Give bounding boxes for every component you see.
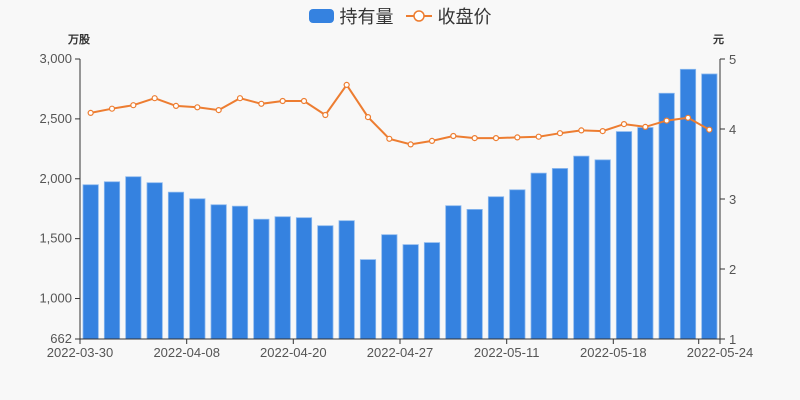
bar[interactable]	[381, 234, 398, 340]
left-axis-tick-label: 2,000	[39, 171, 72, 186]
close-price-point[interactable]	[471, 135, 478, 142]
bar[interactable]	[445, 205, 462, 340]
close-price-point[interactable]	[535, 133, 542, 140]
x-axis-tick-label: 2022-04-08	[153, 345, 220, 360]
close-price-point[interactable]	[514, 134, 521, 141]
bar[interactable]	[253, 218, 270, 340]
bar[interactable]	[82, 184, 99, 340]
close-price-point[interactable]	[556, 130, 564, 137]
bar[interactable]	[573, 155, 590, 340]
bar[interactable]	[338, 220, 355, 340]
bar[interactable]	[402, 244, 419, 340]
close-price-point[interactable]	[130, 102, 137, 109]
close-price-point[interactable]	[364, 113, 372, 121]
x-axis-tick-label: 2022-05-18	[580, 345, 647, 360]
bar[interactable]	[103, 181, 121, 340]
left-axis-tick-label: 2,500	[39, 111, 72, 126]
close-price-point[interactable]	[300, 97, 308, 105]
close-price-point[interactable]	[258, 100, 265, 107]
right-axis-tick-label: 1	[729, 332, 736, 347]
close-price-point[interactable]	[236, 95, 244, 102]
legend-item-close-price[interactable]: 收盘价	[405, 3, 492, 29]
bar[interactable]	[210, 204, 227, 340]
close-price-point[interactable]	[450, 132, 457, 140]
right-axis-tick-label: 2	[729, 262, 736, 277]
bar[interactable]	[637, 127, 654, 340]
close-price-point[interactable]	[108, 105, 116, 112]
bar[interactable]	[189, 198, 206, 340]
left-axis-tick-label: 3,000	[39, 51, 72, 66]
bar[interactable]	[466, 209, 483, 340]
right-axis-tick-label: 3	[729, 192, 736, 207]
bar[interactable]	[295, 217, 313, 340]
right-axis-tick-label: 4	[729, 122, 736, 137]
bar[interactable]	[551, 168, 569, 340]
close-price-point[interactable]	[407, 141, 414, 148]
close-price-point[interactable]	[492, 135, 500, 142]
close-price-point[interactable]	[578, 127, 585, 134]
bar[interactable]	[231, 205, 249, 340]
bar[interactable]	[359, 259, 377, 340]
close-price-point[interactable]	[215, 106, 222, 114]
bar[interactable]	[658, 92, 675, 340]
bar[interactable]	[423, 242, 441, 340]
bar[interactable]	[146, 182, 163, 340]
close-price-point[interactable]	[599, 128, 606, 135]
close-price-line	[90, 83, 710, 146]
left-axis-tick-label: 662	[50, 331, 72, 346]
close-price-point[interactable]	[343, 81, 350, 89]
left-axis-unit: 万股	[68, 34, 90, 46]
left-axis-tick-label: 1,000	[39, 291, 72, 306]
close-price-point[interactable]	[663, 117, 670, 124]
close-price-point[interactable]	[172, 102, 180, 110]
bar[interactable]	[679, 68, 697, 340]
x-axis-tick-label: 2022-05-24	[687, 345, 754, 360]
close-price-point[interactable]	[194, 104, 201, 111]
close-price-point[interactable]	[684, 114, 692, 121]
close-price-point[interactable]	[322, 111, 329, 119]
bar[interactable]	[274, 216, 291, 340]
bar-swatch-icon	[308, 9, 334, 23]
x-axis-tick-label: 2022-04-20	[260, 345, 327, 360]
bar[interactable]	[530, 172, 547, 340]
close-price-point[interactable]	[386, 135, 393, 142]
x-axis-tick-label: 2022-04-27	[367, 345, 434, 360]
legend-label-holdings: 持有量	[339, 7, 394, 27]
bar[interactable]	[125, 176, 142, 340]
close-price-point[interactable]	[279, 97, 286, 105]
legend-item-holdings[interactable]: 持有量	[308, 3, 394, 29]
bar[interactable]	[317, 225, 334, 340]
right-axis-tick-label: 5	[729, 52, 736, 67]
legend-label-close-price: 收盘价	[437, 7, 492, 27]
chart-legend: 持有量 收盘价	[0, 3, 800, 29]
right-axis-unit: 元	[713, 34, 724, 46]
bar[interactable]	[594, 159, 611, 340]
bar[interactable]	[615, 131, 633, 340]
bar[interactable]	[487, 196, 505, 340]
line-swatch-icon	[405, 10, 432, 22]
bar[interactable]	[509, 189, 526, 340]
close-price-point[interactable]	[151, 95, 158, 102]
x-axis-tick-label: 2022-05-11	[474, 345, 540, 360]
close-price-point[interactable]	[706, 126, 713, 133]
bar[interactable]	[701, 73, 718, 340]
close-price-point[interactable]	[87, 109, 94, 117]
close-price-point[interactable]	[428, 137, 436, 144]
close-price-point[interactable]	[620, 120, 628, 128]
bar[interactable]	[167, 191, 185, 340]
left-axis-tick-label: 1,500	[39, 231, 72, 246]
x-axis-tick-label: 2022-03-30	[47, 345, 114, 360]
close-price-point[interactable]	[642, 123, 649, 131]
